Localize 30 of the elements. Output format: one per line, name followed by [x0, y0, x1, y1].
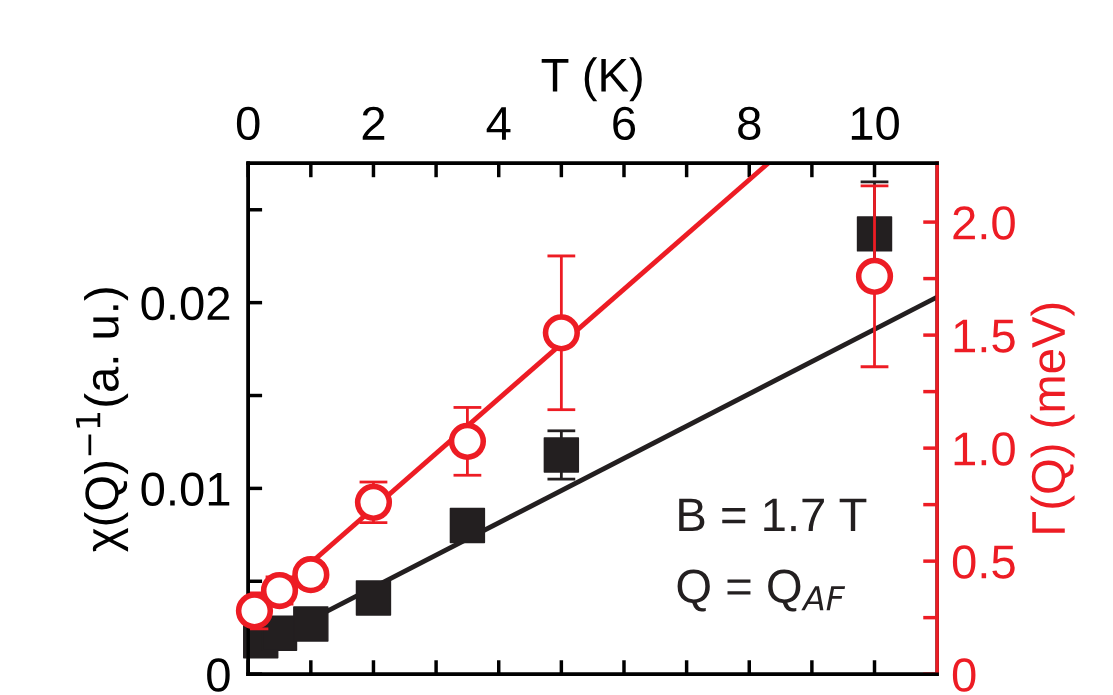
x-tick-label: 10	[851, 106, 899, 141]
y-axis-title: χ(Q)$^{−1}$(a. u.)	[76, 288, 129, 552]
x-tick-label: 0	[236, 106, 260, 141]
x-tick-label: 8	[738, 106, 761, 141]
annotation: Q = Q$_{AF}$	[677, 569, 846, 612]
y2-tick-label: 1.5	[954, 319, 1015, 353]
point	[855, 257, 894, 295]
y2-tick-label: 1.0	[954, 432, 1015, 466]
y2-axis-title: Γ(Q) (meV)	[1030, 303, 1075, 533]
y-tick-label: 0	[207, 658, 230, 692]
point	[292, 556, 330, 594]
y-tick-label: 0.02	[141, 286, 230, 321]
point	[542, 314, 580, 352]
point	[355, 580, 392, 616]
y2-tick-label: 0	[952, 658, 976, 692]
point	[260, 571, 299, 610]
annotation: B = 1.7 T	[679, 498, 867, 532]
point	[448, 422, 487, 460]
x-axis-title: T (K)	[541, 57, 642, 102]
x-tick-label: 6	[613, 106, 636, 141]
point	[449, 507, 486, 544]
y2-tick-label: 2.0	[953, 206, 1015, 240]
point	[293, 606, 329, 642]
point	[235, 592, 274, 630]
y-tick-label: 0.01	[141, 472, 230, 506]
point	[856, 216, 893, 252]
point	[543, 437, 580, 473]
x-tick-label: 4	[486, 107, 511, 140]
x-tick-label: 2	[362, 106, 385, 140]
y2-tick-label: 0.5	[952, 545, 1015, 579]
